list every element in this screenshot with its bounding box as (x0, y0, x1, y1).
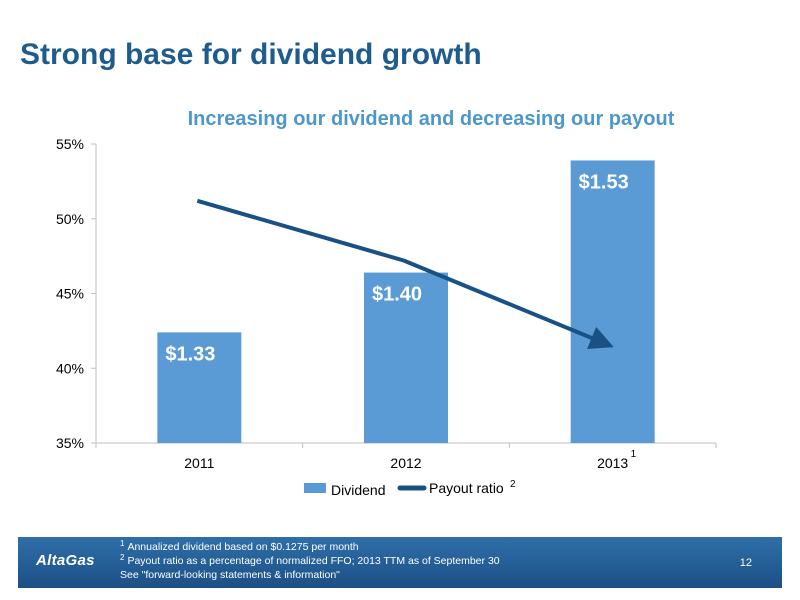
footnote-2-text: Payout ratio as a percentage of normaliz… (127, 555, 500, 567)
legend-label-dividend: Dividend (331, 482, 385, 498)
footnotes: 1 Annualized dividend based on $0.1275 pe… (120, 538, 500, 582)
y-tick-label: 35% (56, 435, 84, 451)
altagas-logo: AltaGas (36, 552, 95, 569)
data-label-dividend: $1.40 (372, 284, 422, 306)
slide-title: Strong base for dividend growth (20, 38, 482, 71)
footer-bar: AltaGas 1 Annualized dividend based on $0… (18, 537, 782, 588)
y-tick-label: 50% (56, 211, 84, 227)
footnote-2-marker: 2 (120, 552, 125, 562)
line-payout-ratio (196, 198, 614, 350)
y-tick-label: 40% (56, 360, 84, 376)
dividend-payout-chart: Increasing our dividend and decreasing o… (56, 108, 717, 498)
footnote-3: See "forward-looking statements & inform… (120, 568, 500, 582)
footnote-3-text: See "forward-looking statements & inform… (120, 569, 340, 581)
y-tick-label: 55% (56, 136, 84, 152)
legend-superscript-payout: 2 (510, 479, 516, 490)
x-tick-label: 2012 (390, 455, 421, 471)
bar-dividend-2012 (364, 272, 448, 443)
y-tick-label: 45% (56, 286, 84, 302)
x-tick-label: 2013 (597, 455, 628, 471)
footnote-1-marker: 1 (120, 538, 125, 548)
bar-dividend-2011 (157, 332, 242, 443)
legend-label-payout: Payout ratio (429, 480, 504, 496)
footnote-2: 2 Payout ratio as a percentage of normali… (120, 552, 500, 568)
x-tick-label: 2011 (184, 455, 214, 471)
x-tick-superscript: 1 (631, 449, 637, 460)
page-number: 12 (739, 557, 752, 569)
footnote-1: 1 Annualized dividend based on $0.1275 pe… (120, 538, 500, 554)
data-label-dividend: $1.33 (165, 343, 215, 365)
chart-title: Increasing our dividend and decreasing o… (188, 108, 675, 130)
legend-swatch-dividend (304, 483, 326, 493)
bar-dividend-2013 (570, 160, 655, 443)
footnote-1-text: Annualized dividend based on $0.1275 per… (127, 541, 359, 553)
data-label-dividend: $1.53 (579, 171, 629, 193)
